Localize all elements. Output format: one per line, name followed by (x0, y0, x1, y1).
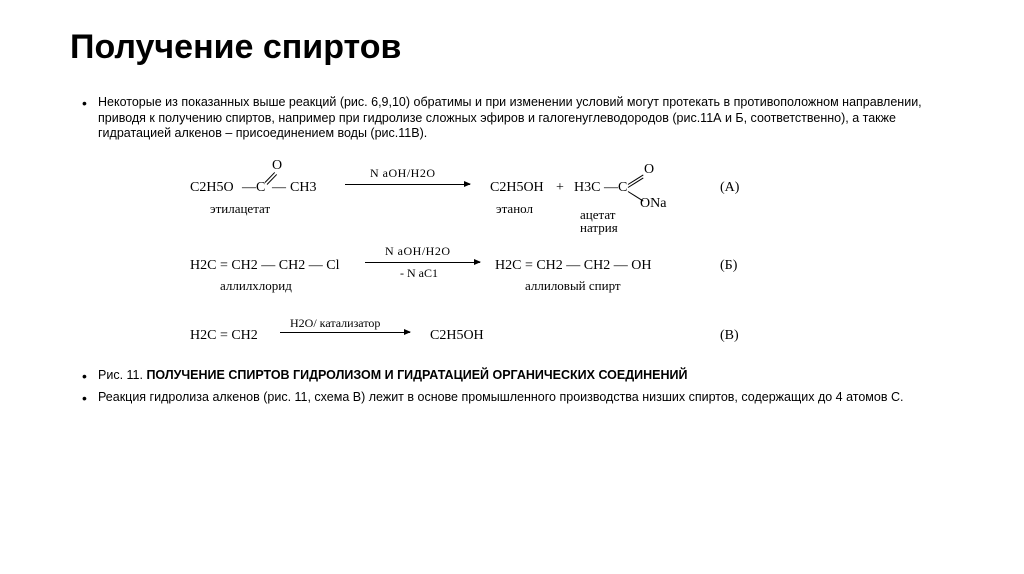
caption-strong: ПОЛУЧЕНИЕ СПИРТОВ ГИДРОЛИЗОМ И ГИДРАТАЦИ… (146, 368, 687, 382)
bullet-intro: Некоторые из показанных выше реакций (ри… (98, 95, 954, 142)
rA-prod-ethanol: C2H5OH (490, 180, 544, 196)
rA-marker: (А) (720, 180, 739, 196)
rC-rhs: C2H5OH (430, 328, 484, 344)
rA-label-ethanol: этанол (496, 201, 533, 217)
bullet-caption: Рис. 11. ПОЛУЧЕНИЕ СПИРТОВ ГИДРОЛИЗОМ И … (98, 368, 954, 384)
reaction-b: H2C = CH2 — CH2 — Cl аллилхлорид N aOH/H… (190, 244, 890, 302)
rA-dash2: — (272, 180, 286, 196)
rB-cond-top: N aOH/H2O (385, 244, 451, 259)
rB-marker: (Б) (720, 258, 737, 274)
rA-dash3: — (604, 180, 618, 196)
caption-prefix: Рис. 11. (98, 368, 146, 382)
rB-lhs: H2C = CH2 — CH2 — Cl (190, 258, 339, 274)
rA-arrow-icon (345, 184, 470, 185)
rA-ch3: CH3 (290, 180, 316, 196)
page-title: Получение спиртов (70, 28, 954, 67)
rB-cond-bot: - N aC1 (400, 266, 438, 281)
rA-label-acetate2: натрия (580, 220, 618, 236)
carbox-c: C (618, 180, 627, 196)
reaction-diagram: C2H5O — C O — CH3 этилацетат N aOH/H2O C… (190, 156, 890, 362)
reaction-c: H2C = CH2 H2O/ катализатор C2H5OH (В) (190, 314, 890, 362)
carbox-o: O (644, 162, 654, 178)
rA-lhs-left: C2H5O (190, 180, 234, 196)
rC-lhs: H2C = CH2 (190, 328, 258, 344)
reaction-a: C2H5O — C O — CH3 этилацетат N aOH/H2O C… (190, 156, 890, 226)
rC-cond: H2O/ катализатор (290, 316, 380, 331)
rB-rhs-label: аллиловый спирт (525, 278, 621, 294)
rA-plus: + (556, 180, 564, 196)
rC-arrow-icon (280, 332, 410, 333)
rC-marker: (В) (720, 328, 739, 344)
bullet-list: Некоторые из показанных выше реакций (ри… (70, 95, 954, 142)
rB-arrow-icon (365, 262, 480, 263)
rA-prod-h3c: H3C (574, 180, 600, 196)
bullet-list-2: Рис. 11. ПОЛУЧЕНИЕ СПИРТОВ ГИДРОЛИЗОМ И … (70, 368, 954, 405)
rB-rhs: H2C = CH2 — CH2 — OH (495, 258, 651, 274)
carbox-ona: ONa (640, 196, 666, 212)
rA-cond: N aOH/H2O (370, 166, 436, 181)
rB-lhs-label: аллилхлорид (220, 278, 292, 294)
rA-lhs-label: этилацетат (210, 201, 270, 217)
rA-dash1: — (242, 180, 256, 196)
rA-carboxylate-icon: C O ONa (618, 166, 672, 210)
bullet-note: Реакция гидролиза алкенов (рис. 11, схем… (98, 390, 954, 406)
